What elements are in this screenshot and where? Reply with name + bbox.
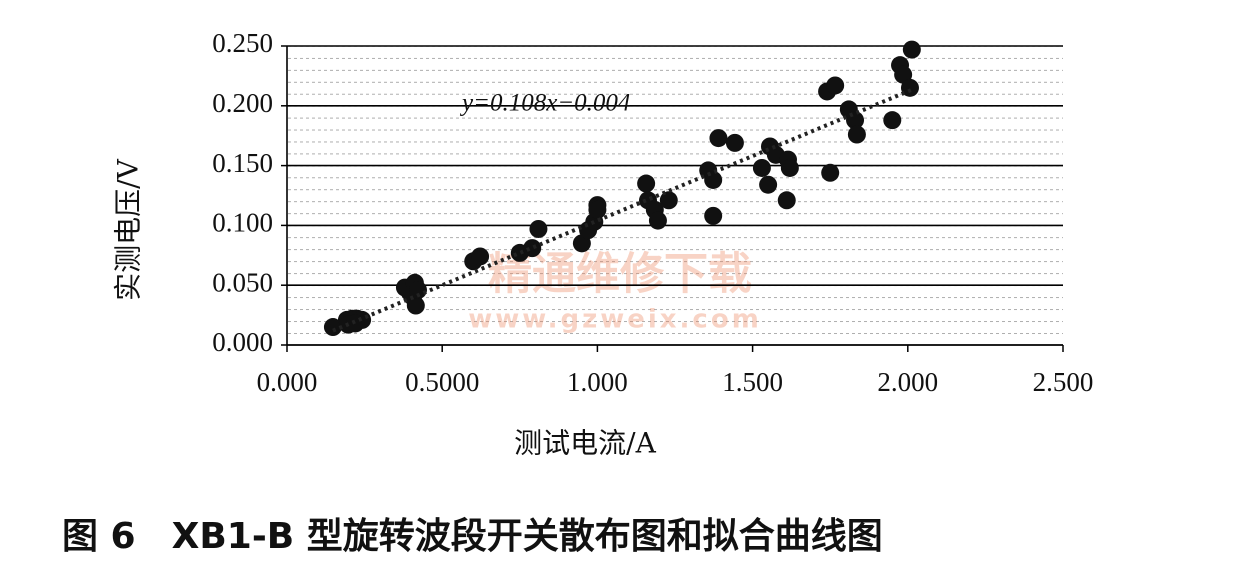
point: [725, 133, 744, 152]
point: [900, 78, 919, 97]
x-tick-label: 0.5000: [405, 367, 479, 397]
y-tick-label: 0.250: [212, 28, 273, 58]
point: [826, 76, 845, 95]
point: [523, 239, 542, 258]
point: [323, 318, 342, 337]
point: [637, 174, 656, 193]
x-tick-label: 0.000: [257, 367, 318, 397]
point: [471, 247, 490, 266]
point: [529, 219, 548, 238]
caption: 图 6 XB1-B 型旋转波段开关散布图和拟合曲线图: [62, 516, 883, 557]
point: [752, 158, 771, 177]
y-axis-label: 实测电压/V: [112, 158, 145, 300]
x-tick-label: 2.000: [877, 367, 938, 397]
point: [659, 191, 678, 210]
point: [588, 200, 607, 219]
trendline-equation: y=0.108x−0.004: [459, 90, 630, 117]
y-tick-label: 0.050: [212, 267, 273, 297]
point: [408, 280, 427, 299]
point: [406, 296, 425, 315]
point: [704, 170, 723, 189]
point: [821, 163, 840, 182]
point: [777, 191, 796, 210]
point: [780, 158, 799, 177]
y-tick-label: 0.100: [212, 208, 273, 238]
y-tick-label: 0.200: [212, 88, 273, 118]
point: [847, 125, 866, 144]
y-tick-label: 0.000: [212, 327, 273, 357]
y-tick-label: 0.150: [212, 148, 273, 178]
x-axis-label: 测试电流/A: [514, 427, 656, 460]
point: [759, 175, 778, 194]
point: [709, 129, 728, 148]
point: [704, 206, 723, 225]
x-tick-label: 2.500: [1033, 367, 1094, 397]
point: [648, 211, 667, 230]
watermark: www.gzweix.com: [468, 305, 762, 335]
point: [902, 40, 921, 59]
x-tick-label: 1.500: [722, 367, 783, 397]
x-tick-label: 1.000: [567, 367, 628, 397]
point: [883, 111, 902, 130]
